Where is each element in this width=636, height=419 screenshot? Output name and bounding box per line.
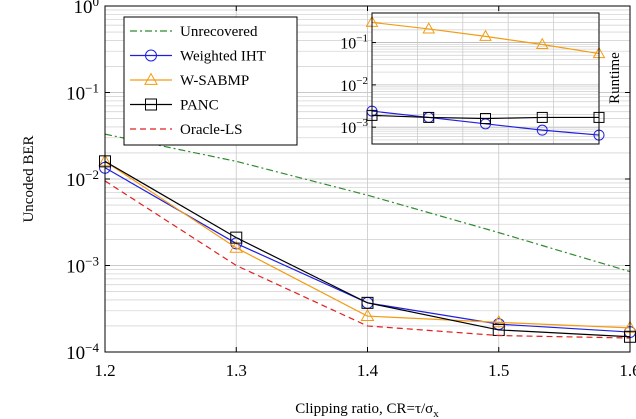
legend-label: W-SABMP (180, 73, 249, 89)
main-ticks: 1.2 1.3 1.4 1.5 1.6 100 10−1 10−2 10−3 10−4 (66, 0, 636, 380)
legend-entry: Weighted IHT (130, 49, 266, 65)
data-point (229, 240, 244, 253)
inset-series-line (371, 114, 599, 120)
inset-data-point (536, 124, 548, 136)
x-tick-label: 1.3 (226, 361, 247, 380)
legend-label: Unrecovered (180, 24, 258, 40)
runtime-inset: 10−1 10−2 10−3 Runtime (340, 12, 623, 145)
legend-label: Oracle-LS (180, 122, 242, 138)
inset-background (372, 13, 599, 144)
inset-data-point (423, 111, 435, 123)
inset-data-point (536, 111, 548, 123)
legend: Unrecovered Weighted IHT W-SABMP PANC Oracle… (123, 16, 298, 146)
x-tick-label: 1.2 (94, 361, 115, 380)
y-axis-label: Uncoded BER (21, 135, 37, 222)
inset-y-tick-label: 10−1 (340, 33, 368, 53)
inset-y-tick-label: 10−2 (340, 75, 368, 95)
inset-data-point (422, 22, 436, 34)
inset-data-point (535, 37, 549, 50)
series-line (104, 180, 631, 339)
y-tick-label: 10−3 (66, 254, 99, 278)
inset-data-point (479, 29, 492, 41)
series-oracle-ls (104, 180, 631, 339)
legend-entry: Oracle-LS (130, 122, 242, 138)
legend-box (123, 16, 298, 146)
inset-frame (371, 12, 600, 145)
series-unrecovered (104, 133, 631, 273)
y-tick-label: 10−1 (66, 81, 99, 105)
data-point (491, 315, 506, 328)
legend-marker (145, 98, 157, 111)
inset-y-tick-label: 10−3 (340, 117, 368, 137)
legend-marker (144, 72, 158, 85)
inset-series-panc (366, 109, 605, 125)
data-point (361, 296, 374, 309)
y-tick-label: 10−4 (66, 340, 99, 364)
x-tick-label: 1.4 (357, 361, 379, 380)
x-tick-label: 1.5 (488, 361, 509, 380)
data-point (230, 231, 243, 244)
series-line (104, 160, 631, 338)
data-point (360, 308, 375, 322)
series-line (104, 133, 631, 273)
legend-entry: PANC (130, 98, 219, 114)
legend-marker (145, 49, 157, 62)
inset-data-point (480, 113, 491, 125)
inset-series-line (371, 21, 600, 55)
legend-label: PANC (180, 98, 219, 114)
legend-entry: Unrecovered (130, 24, 258, 40)
x-axis-label: Clipping ratio, CR=τ/σx (295, 401, 439, 419)
y-tick-label: 100 (74, 0, 100, 18)
legend-label: Weighted IHT (180, 49, 266, 65)
y-tick-label: 10−2 (66, 167, 99, 191)
inset-series-layer (365, 15, 606, 141)
x-tick-label: 1.6 (619, 361, 636, 380)
inset-y-axis-label: Runtime (607, 52, 623, 104)
series-line (104, 160, 631, 329)
legend-entry: W-SABMP (130, 72, 249, 89)
x-axis-label-subscript: x (433, 408, 439, 419)
inset-ticks: 10−1 10−2 10−3 (340, 33, 376, 137)
